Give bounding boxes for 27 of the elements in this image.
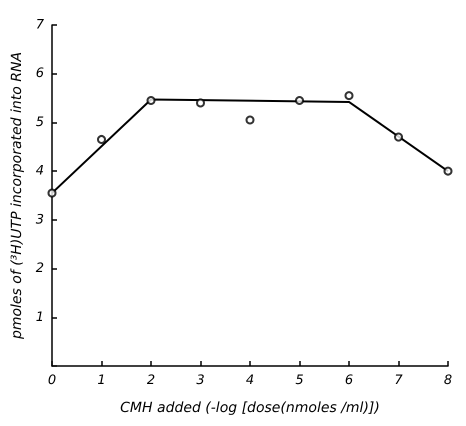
x-tick-label: 1: [97, 373, 106, 388]
y-tick-label: 6: [36, 66, 44, 82]
x-axis-title: CMH added (-log [dose(nmoles /ml)]): [120, 400, 380, 416]
y-tick-label: 2: [36, 261, 44, 276]
point: [97, 134, 106, 144]
point: [246, 115, 254, 124]
point: [444, 166, 452, 176]
y-axis-title: pmoles of (³H)UTP incorporated into RNA: [9, 52, 25, 340]
point: [146, 96, 156, 106]
y-tick-label: 5: [36, 114, 44, 130]
point: [48, 188, 56, 198]
x-tick-label: 4: [246, 373, 254, 388]
x-tick-label: 3: [196, 373, 205, 388]
x-tick-label: 8: [444, 373, 452, 388]
y-tick-label: 1: [36, 310, 44, 325]
point: [394, 132, 403, 142]
y-tick-label: 4: [36, 164, 44, 179]
x-tick-label: 6: [344, 373, 354, 388]
point: [344, 91, 354, 100]
x-tick-label: 5: [295, 373, 304, 388]
y-tick-label: 3: [36, 212, 44, 228]
point: [295, 96, 304, 106]
x-tick-label: 7: [394, 373, 404, 388]
x-tick-label: 0: [48, 373, 56, 388]
y-tick-label: 7: [36, 18, 45, 32]
x-tick-label: 2: [146, 373, 156, 388]
point: [196, 98, 205, 108]
